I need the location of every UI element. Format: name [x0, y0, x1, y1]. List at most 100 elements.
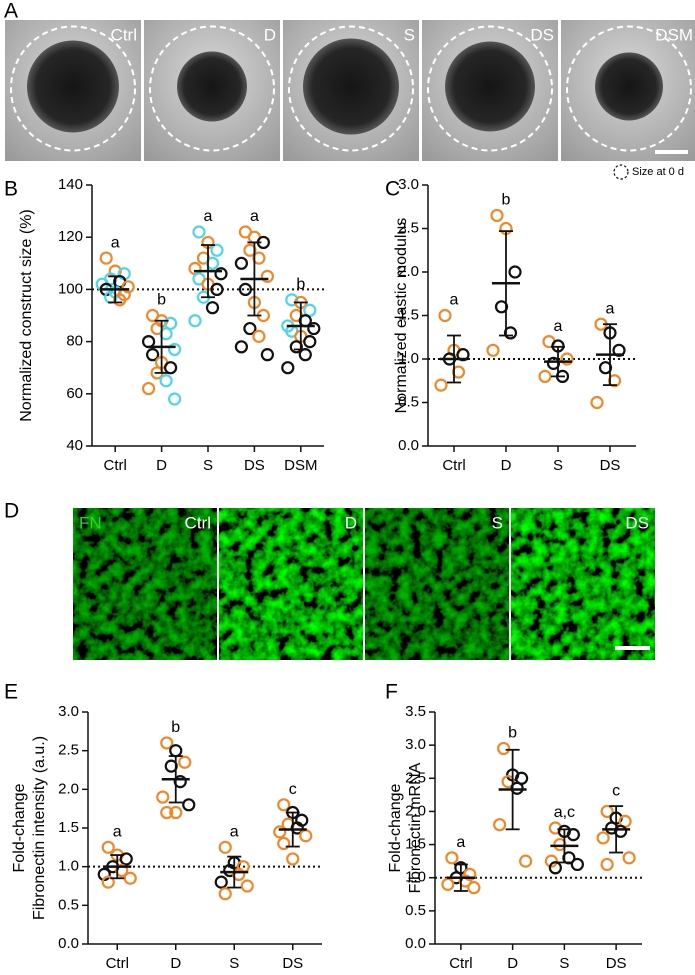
- data-point: [434, 378, 448, 392]
- data-point: [252, 251, 266, 265]
- data-point: [232, 867, 246, 882]
- significance-letter: a: [250, 208, 259, 225]
- y-tick-label: 3.0: [405, 736, 426, 753]
- data-point: [622, 851, 636, 865]
- data-point: [273, 825, 287, 839]
- image-label: Ctrl: [111, 25, 137, 44]
- data-point: [590, 395, 604, 410]
- data-point: [214, 267, 228, 281]
- x-tick-label: S: [203, 457, 213, 474]
- data-point: [467, 881, 481, 895]
- initial-size-outline: [149, 25, 275, 152]
- data-point: [218, 887, 232, 901]
- y-tick-label: 100: [58, 280, 83, 297]
- significance-letter: b: [502, 192, 511, 209]
- y-tick-label: 1.0: [58, 858, 79, 875]
- y-tick-label: 3.0: [58, 703, 79, 720]
- data-point: [123, 871, 137, 885]
- initial-size-outline: [566, 25, 692, 152]
- data-point: [560, 352, 574, 366]
- data-point: [168, 392, 182, 406]
- data-point: [441, 877, 455, 891]
- data-point: [119, 852, 133, 866]
- data-point: [303, 303, 317, 317]
- x-tick-label: DSM: [284, 457, 317, 474]
- x-tick-label: DS: [600, 457, 621, 474]
- significance-letter: a,c: [554, 804, 575, 821]
- data-point: [164, 361, 178, 375]
- data-point: [451, 365, 466, 379]
- x-tick-label: Ctrl: [106, 955, 129, 972]
- y-tick-label: 1.5: [58, 819, 79, 836]
- image-label: S: [404, 25, 415, 44]
- x-tick-label: DS: [244, 457, 265, 474]
- image-label: D: [264, 25, 276, 44]
- data-point: [486, 343, 500, 357]
- y-tick-label: 1.5: [398, 306, 419, 323]
- y-tick-label: 1.0: [405, 869, 426, 886]
- data-point: [159, 327, 173, 341]
- data-point: [503, 326, 518, 340]
- x-tick-label: D: [156, 457, 167, 474]
- data-point: [538, 369, 552, 383]
- data-point: [281, 361, 295, 375]
- significance-letter: c: [612, 782, 620, 799]
- y-axis-label: Fold-change: [387, 783, 404, 872]
- y-tick-label: 3.5: [405, 703, 426, 720]
- data-point: [501, 774, 515, 789]
- data-point: [240, 879, 254, 893]
- data-point: [508, 265, 522, 279]
- y-tick-label: 0.5: [58, 896, 79, 913]
- data-point: [169, 805, 183, 820]
- fluorescence-signal: [73, 508, 217, 660]
- x-tick-label: D: [170, 955, 181, 972]
- significance-letter: a: [456, 834, 465, 851]
- data-point: [159, 374, 173, 388]
- data-point: [142, 335, 156, 349]
- data-point: [188, 314, 202, 328]
- construct: [27, 40, 119, 133]
- data-point: [101, 875, 115, 889]
- data-point: [252, 329, 266, 343]
- data-point: [494, 300, 509, 314]
- data-point: [438, 308, 452, 323]
- construct: [177, 51, 247, 122]
- data-point: [99, 251, 113, 265]
- data-point: [445, 851, 459, 865]
- y-tick-label: 80: [66, 333, 83, 350]
- image-label: Ctrl: [185, 513, 211, 532]
- significance-letter: b: [171, 719, 180, 736]
- data-point: [260, 348, 274, 362]
- data-point: [303, 335, 317, 349]
- x-tick-label: S: [229, 955, 239, 972]
- initial-size-outline: [288, 25, 414, 152]
- y-tick-label: 2.0: [405, 802, 426, 819]
- y-tick-label: 40: [66, 437, 83, 454]
- data-point: [600, 804, 614, 819]
- y-tick-label: 2.5: [405, 769, 426, 786]
- data-point: [210, 243, 224, 257]
- data-point: [458, 874, 472, 888]
- y-tick-label: 2.0: [58, 780, 79, 797]
- data-point: [299, 829, 313, 843]
- data-point: [238, 282, 252, 296]
- y-tick-label: 60: [66, 385, 83, 402]
- data-point: [156, 790, 170, 804]
- data-point: [566, 828, 580, 842]
- significance-letter: b: [296, 276, 305, 293]
- legend-label: Size at 0 d: [632, 166, 684, 178]
- x-tick-label: S: [559, 955, 569, 972]
- panel-label: B: [4, 178, 18, 201]
- panel-label: E: [4, 681, 18, 704]
- data-point: [182, 798, 196, 812]
- y-tick-label: 0.5: [405, 902, 426, 919]
- image-label: DS: [530, 25, 554, 44]
- y-tick-label: 1.5: [405, 836, 426, 853]
- panel-label: D: [4, 500, 19, 523]
- image-label: DS: [625, 513, 649, 532]
- data-point: [234, 340, 248, 354]
- significance-letter: b: [157, 292, 166, 309]
- data-point: [218, 840, 232, 854]
- data-point: [289, 340, 303, 354]
